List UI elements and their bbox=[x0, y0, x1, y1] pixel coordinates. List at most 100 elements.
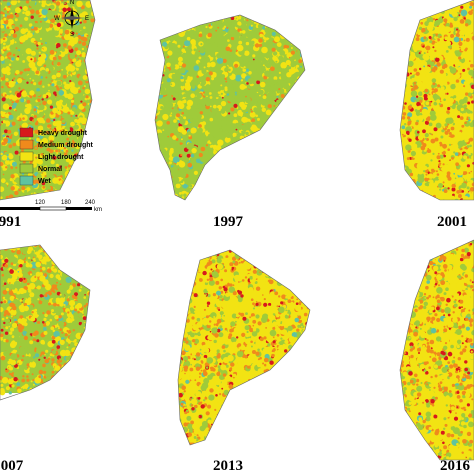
map-texture bbox=[281, 196, 287, 200]
map-texture bbox=[274, 58, 280, 64]
map-texture bbox=[301, 156, 305, 162]
map-texture bbox=[280, 16, 283, 19]
map-texture bbox=[295, 19, 300, 24]
map-texture bbox=[295, 16, 299, 19]
map-texture bbox=[277, 191, 283, 198]
map-texture bbox=[290, 32, 293, 35]
map-texture bbox=[78, 321, 83, 326]
map-texture bbox=[276, 137, 284, 144]
map-texture bbox=[403, 68, 407, 72]
map-texture bbox=[12, 33, 17, 38]
map-texture bbox=[241, 183, 246, 188]
map-texture bbox=[155, 15, 159, 19]
map-texture bbox=[274, 131, 282, 139]
map-texture bbox=[203, 95, 206, 98]
map-texture bbox=[405, 196, 411, 200]
map-texture bbox=[421, 5, 424, 7]
map-texture bbox=[266, 137, 270, 141]
map-texture bbox=[462, 68, 466, 72]
map-texture bbox=[163, 182, 168, 186]
map-texture bbox=[435, 51, 442, 58]
map-texture bbox=[296, 127, 301, 132]
map-texture bbox=[270, 83, 274, 88]
map-texture bbox=[164, 186, 170, 191]
map-texture bbox=[407, 149, 411, 153]
map-texture bbox=[165, 68, 170, 73]
map-texture bbox=[60, 132, 65, 137]
map-texture bbox=[275, 133, 277, 135]
map-texture bbox=[296, 106, 299, 109]
map-texture bbox=[166, 177, 168, 179]
map-texture bbox=[297, 114, 302, 120]
map-texture bbox=[260, 158, 262, 160]
map-texture bbox=[465, 37, 470, 42]
map-texture bbox=[191, 147, 197, 154]
map-texture bbox=[192, 80, 198, 86]
map-texture bbox=[453, 95, 457, 99]
map-texture bbox=[406, 54, 408, 56]
map-texture bbox=[84, 68, 92, 75]
map-texture bbox=[301, 52, 305, 59]
map-texture bbox=[177, 198, 183, 200]
map-texture bbox=[56, 171, 62, 177]
map-texture bbox=[1, 154, 8, 161]
map-texture bbox=[265, 86, 268, 90]
map-texture bbox=[264, 27, 271, 34]
map-texture bbox=[454, 50, 459, 55]
map-texture bbox=[455, 72, 461, 79]
map-texture bbox=[37, 41, 41, 46]
map-texture bbox=[224, 86, 228, 90]
map-texture bbox=[449, 163, 452, 167]
map-texture bbox=[26, 197, 31, 200]
map-texture bbox=[88, 61, 93, 66]
map-texture bbox=[55, 1, 61, 6]
map-texture bbox=[296, 135, 298, 137]
map-texture bbox=[289, 184, 293, 188]
map-texture bbox=[205, 177, 211, 183]
map-texture bbox=[9, 90, 12, 93]
map-texture bbox=[52, 320, 59, 326]
map-texture bbox=[170, 129, 173, 133]
map-texture bbox=[176, 20, 181, 25]
map-texture bbox=[158, 34, 163, 39]
map-texture bbox=[165, 130, 170, 135]
map-texture bbox=[304, 128, 305, 134]
map-texture bbox=[226, 196, 230, 200]
map-texture bbox=[285, 104, 289, 108]
map-texture bbox=[402, 112, 407, 116]
map-texture bbox=[431, 78, 437, 83]
map-texture bbox=[5, 166, 8, 169]
map-texture bbox=[461, 165, 465, 168]
map-texture bbox=[466, 186, 470, 190]
map-texture bbox=[52, 128, 56, 132]
map-texture bbox=[400, 191, 401, 195]
map-texture bbox=[405, 144, 412, 151]
map-texture bbox=[189, 184, 193, 188]
map-texture bbox=[278, 185, 283, 190]
map-texture bbox=[2, 12, 5, 15]
map-texture bbox=[304, 192, 305, 199]
map-texture bbox=[402, 135, 405, 138]
map-texture bbox=[400, 39, 401, 43]
map-texture bbox=[301, 25, 305, 30]
map-texture bbox=[453, 36, 460, 43]
map-texture bbox=[437, 87, 441, 92]
map-texture bbox=[158, 71, 160, 74]
map-texture bbox=[80, 386, 85, 391]
map-texture bbox=[430, 1, 436, 7]
map-texture bbox=[288, 102, 292, 106]
map-texture bbox=[55, 14, 59, 18]
map-texture bbox=[90, 72, 94, 75]
map-texture bbox=[45, 165, 47, 167]
map-texture bbox=[247, 142, 251, 146]
map-texture bbox=[90, 184, 95, 189]
map-texture bbox=[272, 87, 278, 92]
map-texture bbox=[69, 80, 72, 83]
map-texture bbox=[173, 89, 175, 92]
map-texture bbox=[80, 100, 83, 103]
map-texture bbox=[74, 36, 79, 41]
map-texture bbox=[21, 149, 24, 152]
map-texture bbox=[94, 137, 95, 141]
map-texture bbox=[401, 71, 404, 73]
map-texture bbox=[90, 158, 95, 163]
